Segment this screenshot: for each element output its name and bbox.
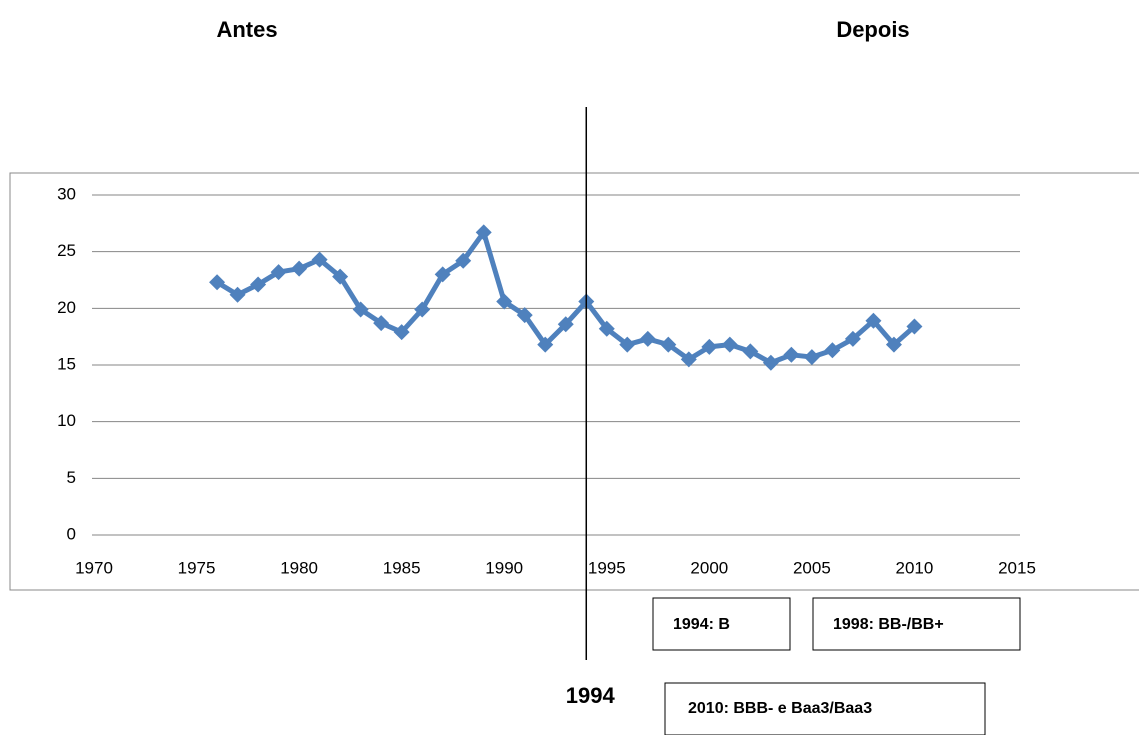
- data-point: [557, 316, 574, 333]
- y-tick-label: 5: [67, 468, 76, 487]
- chart-frame: [9, 172, 1139, 591]
- annotation: 1994: B: [673, 616, 730, 633]
- data-point: [742, 343, 759, 360]
- x-tick-label: 2015: [998, 558, 1036, 577]
- y-tick-label: 10: [57, 411, 76, 430]
- data-point: [434, 266, 451, 283]
- data-point: [865, 312, 882, 329]
- data-point: [598, 320, 615, 337]
- data-point: [762, 354, 779, 371]
- y-tick-label: 25: [57, 241, 76, 260]
- x-tick-label: 1995: [588, 558, 626, 577]
- y-tick-label: 20: [57, 298, 76, 317]
- x-tick-label: 1970: [75, 558, 113, 577]
- data-point: [291, 260, 308, 277]
- annotation: 2010: BBB- e Baa3/Baa3: [688, 700, 872, 717]
- data-point: [455, 252, 472, 269]
- data-point: [639, 330, 656, 347]
- annotation-box: [652, 597, 791, 651]
- data-point: [475, 224, 492, 241]
- annotation-box: [664, 682, 986, 735]
- data-point: [680, 351, 697, 368]
- heading-left: Antes: [216, 17, 277, 42]
- data-point: [906, 318, 923, 335]
- data-point: [537, 336, 554, 353]
- data-point: [373, 315, 390, 332]
- data-point: [721, 336, 738, 353]
- data-point: [885, 336, 902, 353]
- data-point: [824, 342, 841, 359]
- data-point: [516, 307, 533, 324]
- marker-label: 1994: [566, 683, 616, 708]
- data-point: [660, 336, 677, 353]
- y-tick-label: 0: [67, 524, 76, 543]
- x-tick-label: 2000: [690, 558, 728, 577]
- annotation: 1998: BB-/BB+: [833, 616, 944, 633]
- x-tick-label: 1990: [485, 558, 523, 577]
- data-point: [229, 286, 246, 303]
- data-point: [496, 293, 513, 310]
- data-point: [209, 274, 226, 291]
- data-point: [393, 324, 410, 341]
- y-tick-label: 30: [57, 184, 76, 203]
- data-point: [250, 276, 267, 293]
- x-tick-label: 1975: [178, 558, 216, 577]
- x-tick-label: 1980: [280, 558, 318, 577]
- y-tick-label: 15: [57, 354, 76, 373]
- data-point: [619, 336, 636, 353]
- heading-right: Depois: [836, 17, 909, 42]
- x-tick-label: 2005: [793, 558, 831, 577]
- data-point: [701, 338, 718, 355]
- data-point: [332, 268, 349, 285]
- data-point: [414, 301, 431, 318]
- data-point: [352, 301, 369, 318]
- annotation-box: [812, 597, 1021, 651]
- data-point: [311, 251, 328, 268]
- data-point: [844, 330, 861, 347]
- x-tick-label: 2010: [896, 558, 934, 577]
- data-point: [270, 264, 287, 281]
- data-point: [803, 349, 820, 366]
- x-tick-label: 1985: [383, 558, 421, 577]
- data-point: [783, 346, 800, 363]
